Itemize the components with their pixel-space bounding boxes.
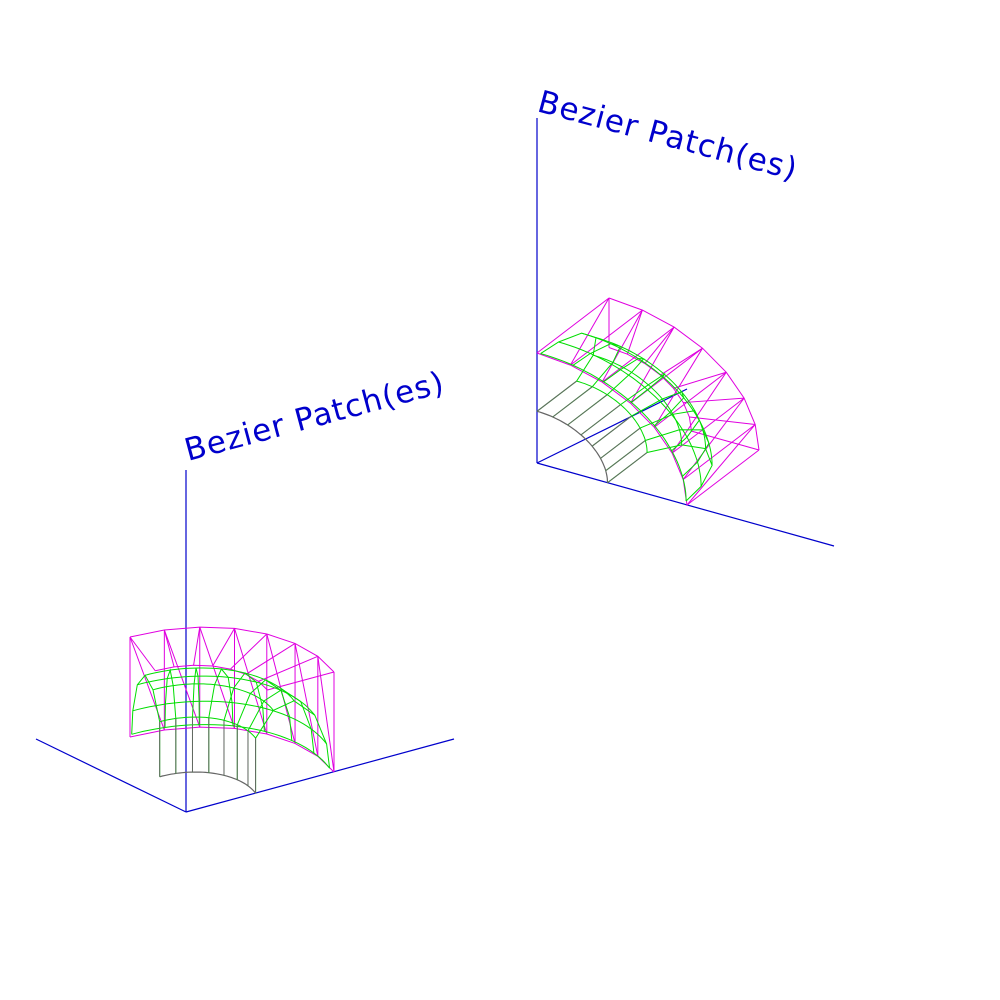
surface-ring	[540, 353, 687, 502]
surface-rib	[247, 688, 315, 786]
control-ring-inner-top	[608, 347, 692, 432]
view-upper-right: Bezier Patch(es)	[534, 84, 835, 547]
surface-rib-edge	[607, 452, 648, 484]
y-axis	[185, 738, 455, 813]
surface-rib-edge	[591, 415, 633, 447]
control-diagonal	[163, 629, 201, 728]
surface-inner-edge	[159, 771, 257, 794]
control-diagonal	[601, 309, 643, 383]
control-spoke	[230, 633, 268, 670]
surface-ring	[576, 380, 648, 453]
control-spoke	[245, 642, 296, 675]
control-net	[536, 297, 760, 506]
surface-ring	[595, 337, 706, 449]
control-spoke	[644, 326, 675, 364]
control-rung	[671, 397, 745, 454]
y-axis	[536, 462, 835, 547]
surface-ring	[152, 683, 274, 711]
surface-ring	[593, 354, 683, 445]
control-rung	[653, 371, 727, 428]
control-spoke	[689, 416, 756, 425]
surface-ring	[159, 716, 256, 739]
surface-rib-edge	[605, 440, 646, 472]
surface-rib	[223, 672, 265, 776]
surface-rib-edge	[580, 404, 621, 436]
control-diagonal	[569, 297, 610, 366]
x-axis	[35, 738, 187, 813]
surface-rib	[208, 668, 234, 773]
surface-rib	[591, 391, 685, 447]
control-diagonal	[686, 424, 756, 506]
control-rung	[536, 297, 610, 354]
surface-rib-edge	[536, 380, 577, 412]
surface-mesh	[536, 332, 713, 502]
surface-rib	[131, 674, 161, 777]
control-diagonal	[129, 636, 165, 731]
surface-rib-edge	[567, 394, 608, 426]
surface-rib	[607, 444, 713, 502]
control-spoke	[258, 655, 319, 682]
control-spoke	[683, 397, 745, 404]
control-ring-outer-bottom	[129, 726, 335, 773]
control-spoke	[660, 347, 703, 376]
control-rung	[682, 424, 756, 480]
control-ring-outer-bottom	[536, 352, 688, 506]
surface-rib	[552, 343, 622, 418]
view-label: Bezier Patch(es)	[534, 84, 802, 188]
view-lower-left: Bezier Patch(es)	[35, 365, 455, 813]
surface-inner-edge	[536, 410, 609, 483]
surface-mesh	[131, 667, 331, 794]
control-rung	[570, 309, 643, 366]
surface-rib-edge	[552, 386, 593, 418]
axis-lines	[536, 118, 835, 547]
surface-rib	[580, 372, 666, 436]
control-rung	[601, 326, 675, 383]
surface-ring	[144, 667, 295, 702]
control-spoke	[163, 629, 175, 668]
control-spoke	[626, 309, 643, 355]
x-axis	[536, 388, 688, 464]
control-rung	[686, 449, 760, 506]
view-label: Bezier Patch(es)	[181, 365, 449, 469]
control-ring-outer-top	[129, 626, 335, 673]
control-spoke	[212, 628, 235, 667]
control-spoke	[129, 636, 156, 672]
control-diagonal	[294, 643, 319, 757]
control-ring-outer-top	[608, 297, 760, 451]
surface-ring	[132, 700, 327, 745]
surface-rib-edge	[600, 427, 641, 459]
surface-rib	[567, 357, 645, 426]
control-spoke	[193, 626, 201, 666]
control-spoke	[691, 430, 760, 451]
control-spoke	[673, 371, 727, 389]
axis-lines	[35, 470, 455, 813]
control-diagonal	[317, 656, 335, 773]
